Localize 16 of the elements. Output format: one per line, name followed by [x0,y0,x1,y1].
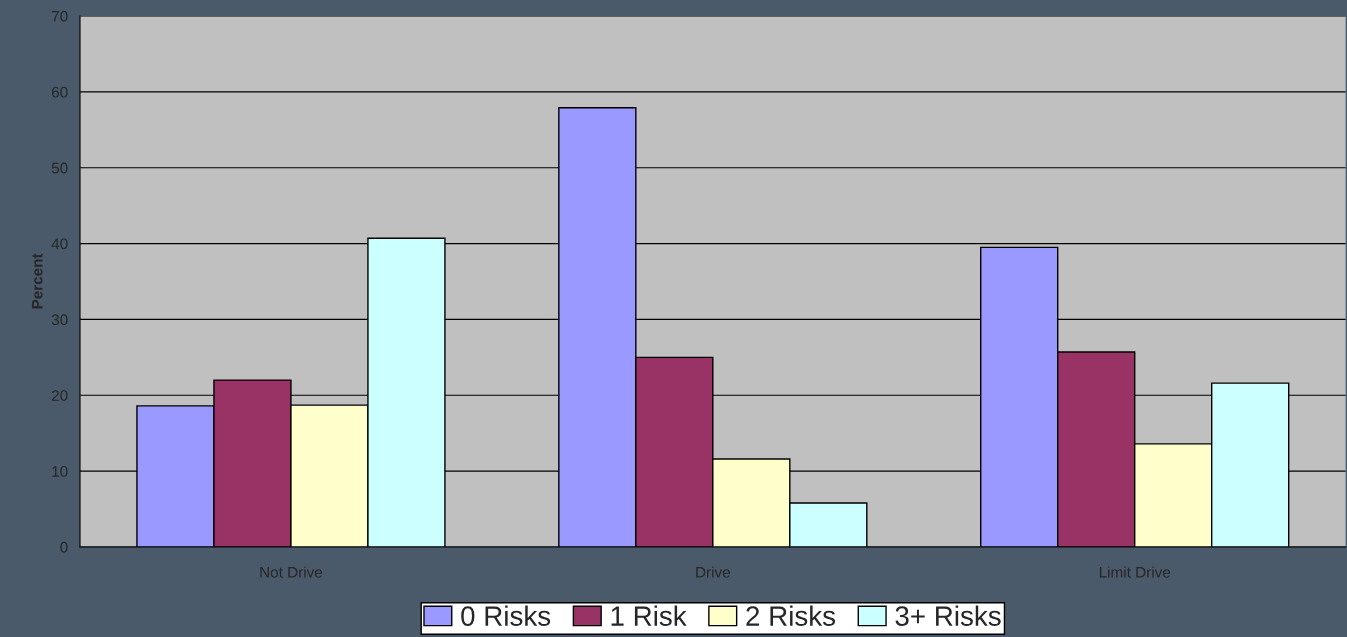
y-tick-label: 50 [51,162,68,174]
y-tick-label: 40 [51,238,68,250]
y-tick-label: 0 [60,541,68,553]
legend-label: 1 Risk [611,605,687,626]
y-tick-label: 20 [51,390,68,401]
legend-label: 2 Risks [746,605,836,626]
y-tick-label: 30 [51,314,68,326]
x-tick-label: Not Drive [260,566,323,578]
legend-label: 0 Risks [461,605,551,626]
legend-label: 3+ Risks [895,605,1001,626]
x-tick-label: Limit Drive [1099,566,1171,578]
y-tick-label: 60 [51,86,68,98]
y-tick-label: 70 [51,10,68,22]
y-axis-title: Percent [31,253,43,309]
x-tick-label: Drive [696,566,730,578]
y-tick-label: 10 [52,466,68,477]
